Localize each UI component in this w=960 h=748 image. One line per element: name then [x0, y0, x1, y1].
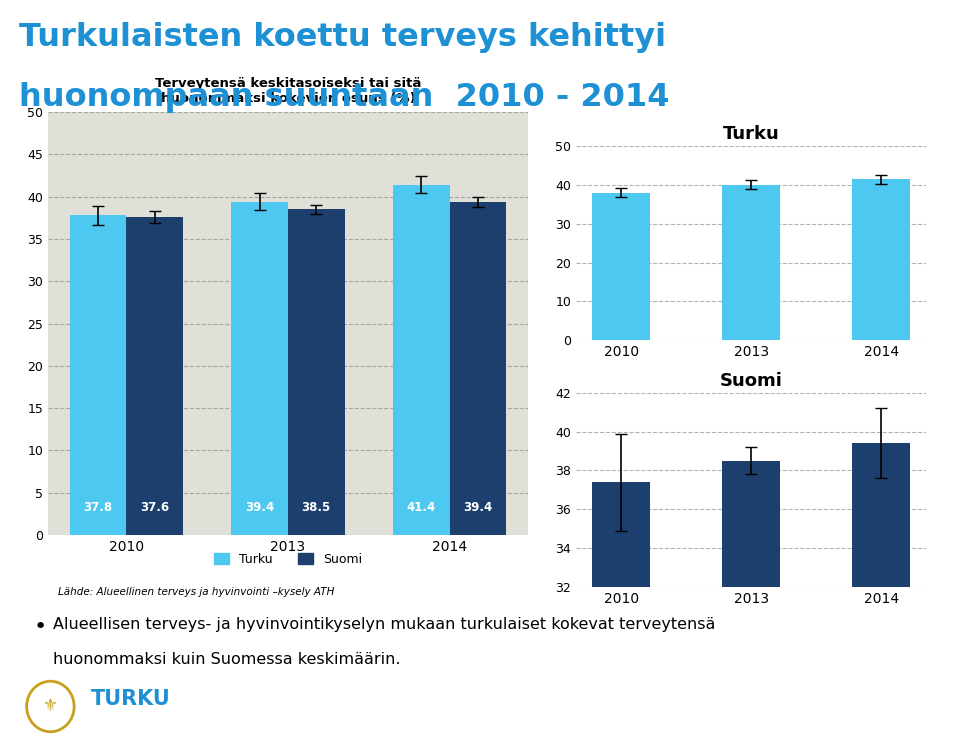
Bar — [592, 482, 651, 748]
Text: 37.8: 37.8 — [84, 500, 112, 514]
Title: Terveytensä keskitasoiseksi tai sitä
huonommaksi kokevien osuus (%): Terveytensä keskitasoiseksi tai sitä huo… — [155, 78, 421, 105]
Title: Suomi: Suomi — [720, 372, 782, 390]
Text: 38.5: 38.5 — [301, 500, 331, 514]
Bar — [231, 202, 288, 535]
Bar — [852, 180, 910, 340]
Bar — [852, 444, 910, 748]
Bar — [393, 185, 449, 535]
Text: ⚜: ⚜ — [43, 697, 58, 716]
Text: Koettu terveys (ATH): Koettu terveys (ATH) — [713, 717, 895, 732]
Text: TURKU: TURKU — [91, 690, 171, 709]
Text: Lähde: Alueellinen terveys ja hyvinvointi –kysely ATH: Lähde: Alueellinen terveys ja hyvinvoint… — [58, 587, 334, 597]
Title: Turku: Turku — [723, 125, 780, 143]
Legend: Turku, Suomi: Turku, Suomi — [209, 548, 367, 571]
Bar — [592, 192, 651, 340]
Bar — [288, 209, 345, 535]
Bar — [127, 217, 183, 535]
Text: Turkulaisten koettu terveys kehittyi: Turkulaisten koettu terveys kehittyi — [19, 22, 666, 53]
Text: Alueellisen terveys- ja hyvinvointikyselyn mukaan turkulaiset kokevat terveytens: Alueellisen terveys- ja hyvinvointikysel… — [53, 617, 715, 632]
Bar — [722, 185, 780, 340]
Text: 39.4: 39.4 — [245, 500, 275, 514]
Bar — [449, 202, 506, 535]
Text: huonompaan suuntaan  2010 - 2014: huonompaan suuntaan 2010 - 2014 — [19, 82, 670, 113]
Text: 37.6: 37.6 — [140, 500, 169, 514]
Text: huonommaksi kuin Suomessa keskimäärin.: huonommaksi kuin Suomessa keskimäärin. — [53, 652, 400, 667]
Text: •: • — [34, 617, 47, 637]
Bar — [722, 461, 780, 748]
Bar — [70, 215, 127, 535]
Text: 39.4: 39.4 — [464, 500, 492, 514]
Text: Paluu: Paluu — [904, 43, 948, 56]
Text: 41.4: 41.4 — [407, 500, 436, 514]
